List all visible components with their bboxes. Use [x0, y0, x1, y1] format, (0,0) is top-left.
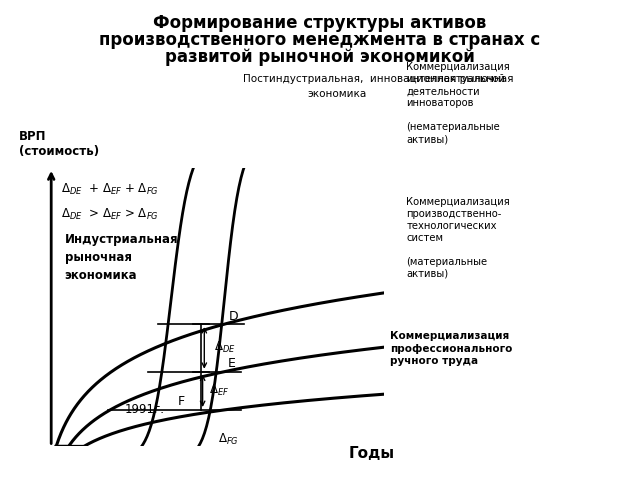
- Text: $\Delta_{EF}$: $\Delta_{EF}$: [209, 383, 230, 398]
- Text: Формирование структуры активов: Формирование структуры активов: [154, 14, 486, 33]
- Text: E: E: [228, 357, 236, 370]
- Text: Коммерциализация
профессионального
ручного труда: Коммерциализация профессионального ручно…: [390, 331, 513, 366]
- Text: экономика: экономика: [307, 89, 367, 99]
- Text: 1991г.: 1991г.: [124, 403, 164, 416]
- Text: Постиндустриальная,  инновационная рыночная: Постиндустриальная, инновационная рыночн…: [243, 74, 514, 84]
- Text: D: D: [229, 310, 239, 323]
- Text: ВРП
(стоимость): ВРП (стоимость): [19, 130, 99, 157]
- Text: развитой рыночной экономикой: развитой рыночной экономикой: [165, 48, 475, 66]
- Text: Индустриальная
рыночная
экономика: Индустриальная рыночная экономика: [65, 233, 178, 282]
- Text: F: F: [178, 395, 185, 408]
- Text: $\Delta_{DE}$  + $\Delta_{EF}$ + $\Delta_{FG}$: $\Delta_{DE}$ + $\Delta_{EF}$ + $\Delta_…: [61, 182, 159, 197]
- Text: $\Delta_{FG}$: $\Delta_{FG}$: [218, 432, 239, 447]
- Text: Годы: Годы: [348, 446, 394, 461]
- Text: $\Delta_{DE}$  > $\Delta_{EF}$ > $\Delta_{FG}$: $\Delta_{DE}$ > $\Delta_{EF}$ > $\Delta_…: [61, 207, 159, 222]
- Text: производственного менеджмента в странах с: производственного менеджмента в странах …: [99, 31, 541, 49]
- Text: Коммерциализация
интеллектуальной
деятельности
инноваторов

(нематериальные
акти: Коммерциализация интеллектуальной деятел…: [406, 62, 510, 144]
- Text: Коммерциализация
производственно-
технологических
систем

(материальные
активы): Коммерциализация производственно- технол…: [406, 197, 510, 279]
- Text: $\Delta_{DE}$: $\Delta_{DE}$: [214, 340, 236, 356]
